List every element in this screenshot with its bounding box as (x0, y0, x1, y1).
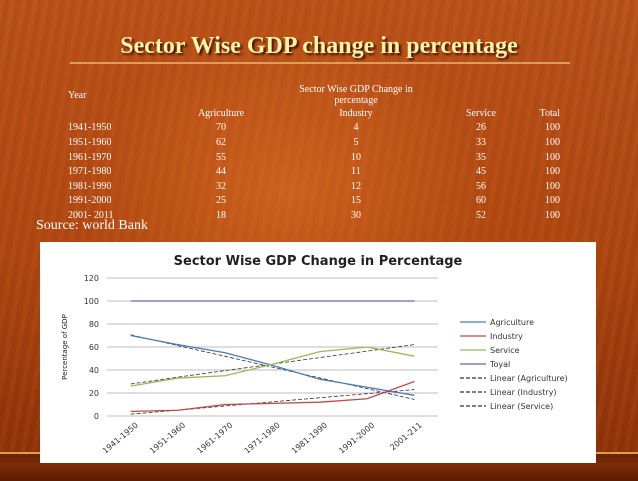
y-tick-label: 20 (89, 389, 99, 398)
table-cell: 100 (545, 195, 560, 207)
table-row: 1981-1990 32 12 56 100 (58, 179, 568, 194)
table-cell: 100 (545, 136, 560, 148)
table-cell: 1951-1960 (68, 136, 112, 148)
table-row: 2001- 2011 18 30 52 100 (58, 208, 568, 223)
table-cell: 5 (353, 136, 359, 148)
table-cell: 60 (476, 195, 486, 207)
x-tick-label: 1971-1980 (243, 421, 282, 456)
col-header-industry: Industry (339, 107, 373, 119)
table-cell: 2001- 2011 (68, 209, 114, 221)
table-cell: 62 (216, 136, 226, 148)
table-cell: 30 (351, 209, 361, 221)
table-cell: 18 (216, 209, 226, 221)
table-cell: 100 (545, 151, 560, 163)
y-tick-label: 100 (84, 297, 99, 306)
y-axis-label: Percentage of GDP (61, 314, 69, 380)
gdp-table: Year Sector Wise GDP Change in percentag… (58, 84, 568, 223)
table-cell: 1961-1970 (68, 151, 112, 163)
line-chart-svg: Sector Wise GDP Change in Percentage Perc… (61, 254, 568, 456)
x-tick-label: 2001-211 (388, 421, 423, 453)
y-tick-label: 60 (89, 343, 99, 352)
series-line (130, 346, 415, 387)
trendline (130, 389, 415, 415)
table-cell: 25 (216, 195, 226, 207)
table-cell: 32 (216, 180, 226, 192)
table-cell: 44 (216, 166, 226, 178)
table-cell: 12 (351, 180, 361, 192)
legend-label: Agriculture (490, 318, 534, 327)
table-row: 1951-1960 62 5 33 100 (58, 135, 568, 150)
table-cell: 1991-2000 (68, 195, 112, 207)
table-cell: 1971-1980 (68, 166, 112, 178)
table-cell: 35 (476, 151, 486, 163)
series-line (130, 334, 415, 396)
table-cell: 10 (351, 151, 361, 163)
col-header-service: Service (466, 107, 496, 119)
table-cell: 100 (545, 166, 560, 178)
table-row: 1991-2000 25 15 60 100 (58, 194, 568, 209)
col-header-total: Total (539, 107, 560, 119)
table-cell: 52 (476, 209, 486, 221)
table-cell: 15 (351, 195, 361, 207)
table-row: 1961-1970 55 10 35 100 (58, 150, 568, 165)
table-header-row-2: Agriculture Industry Service Total (58, 106, 568, 121)
x-tick-label: 1951-1960 (148, 421, 187, 456)
table-row: 1941-1950 70 4 26 100 (58, 121, 568, 136)
title-underline (70, 62, 570, 64)
legend-label: Industry (490, 332, 523, 341)
table-cell: 11 (351, 166, 361, 178)
table-cell: 4 (353, 122, 359, 134)
table-cell: 1941-1950 (68, 122, 112, 134)
trendline (130, 334, 415, 400)
line-chart: Sector Wise GDP Change in Percentage Perc… (40, 242, 596, 463)
table-header-row-1: Year Sector Wise GDP Change in percentag… (58, 84, 568, 106)
year-header: Year (68, 89, 87, 101)
table-row: 1971-1980 44 11 45 100 (58, 164, 568, 179)
source-note: Source: world Bank (36, 218, 148, 233)
y-tick-label: 40 (89, 366, 99, 375)
table-cell: 100 (545, 209, 560, 221)
table-cell: 26 (476, 122, 486, 134)
chart-title: Sector Wise GDP Change in Percentage (174, 254, 463, 269)
y-tick-label: 0 (94, 412, 99, 421)
x-tick-label: 1981-1990 (290, 421, 329, 456)
table-cell: 33 (476, 136, 486, 148)
series-line (130, 380, 415, 413)
legend-label: Linear (Agriculture) (490, 374, 568, 383)
group-header: Sector Wise GDP Change in percentage (299, 84, 413, 106)
legend-label: Toyal (489, 360, 510, 369)
table-cell: 70 (216, 122, 226, 134)
slide-title: Sector Wise GDP change in percentage (120, 33, 518, 59)
table-cell: 55 (216, 151, 226, 163)
y-tick-label: 120 (84, 274, 99, 283)
table-cell: 56 (476, 180, 486, 192)
x-tick-label: 1991-2000 (337, 421, 376, 456)
x-tick-label: 1961-1970 (195, 421, 234, 456)
table-cell: 100 (545, 122, 560, 134)
legend-label: Linear (Service) (490, 402, 553, 411)
legend-label: Service (490, 346, 520, 355)
col-header-agriculture: Agriculture (197, 107, 245, 119)
table-cell: 100 (545, 180, 560, 192)
x-tick-label: 1941-1950 (101, 421, 140, 456)
legend-label: Linear (Industry) (490, 388, 557, 397)
y-tick-label: 80 (89, 320, 99, 329)
table-cell: 1981-1990 (68, 180, 112, 192)
table-cell: 45 (476, 166, 486, 178)
